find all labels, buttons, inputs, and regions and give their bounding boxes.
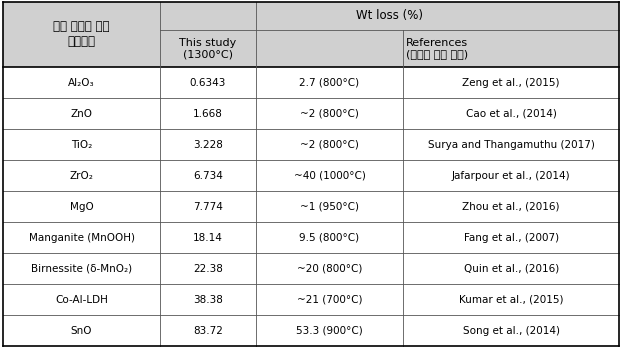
Text: Quin et al., (2016): Quin et al., (2016) [463,264,559,274]
Bar [256,30,619,67]
Text: ~40 (1000°C): ~40 (1000°C) [294,171,365,181]
Text: Birnessite (δ-MnO₂): Birnessite (δ-MnO₂) [31,264,132,274]
Text: MgO: MgO [70,202,93,212]
Text: 3.228: 3.228 [193,140,223,150]
Text: Al₂O₃: Al₂O₃ [68,78,95,88]
Text: ~2 (800°C): ~2 (800°C) [300,109,359,119]
Text: 9.5 (800°C): 9.5 (800°C) [299,233,360,243]
Bar [160,2,619,30]
Text: 38.38: 38.38 [193,295,223,305]
Text: Jafarpour et al., (2014): Jafarpour et al., (2014) [452,171,570,181]
Text: References
(다양한 온도 조건): References (다양한 온도 조건) [406,38,468,60]
Text: ~20 (800°C): ~20 (800°C) [297,264,362,274]
Text: Song et al., (2014): Song et al., (2014) [463,326,560,336]
Text: TiO₂: TiO₂ [71,140,92,150]
Text: Co-Al-LDH: Co-Al-LDH [55,295,108,305]
Text: 혼합 세라믹 소재
후보물질: 혼합 세라믹 소재 후보물질 [53,21,110,48]
Text: ZnO: ZnO [71,109,93,119]
Text: 22.38: 22.38 [193,264,223,274]
Text: Surya and Thangamuthu (2017): Surya and Thangamuthu (2017) [428,140,595,150]
Text: 1.668: 1.668 [193,109,223,119]
Text: Zhou et al., (2016): Zhou et al., (2016) [462,202,560,212]
Text: SnO: SnO [71,326,93,336]
Text: ~21 (700°C): ~21 (700°C) [297,295,362,305]
Text: Cao et al., (2014): Cao et al., (2014) [466,109,557,119]
Text: Zeng et al., (2015): Zeng et al., (2015) [462,78,560,88]
Text: 2.7 (800°C): 2.7 (800°C) [299,78,360,88]
Text: Kumar et al., (2015): Kumar et al., (2015) [459,295,564,305]
Text: ~2 (800°C): ~2 (800°C) [300,140,359,150]
Text: 83.72: 83.72 [193,326,223,336]
Text: Wt loss (%): Wt loss (%) [356,9,423,22]
Text: 0.6343: 0.6343 [190,78,226,88]
Text: This study
(1300°C): This study (1300°C) [179,38,236,60]
Bar [160,30,256,67]
Text: Fang et al., (2007): Fang et al., (2007) [463,233,559,243]
Text: 6.734: 6.734 [193,171,223,181]
Text: ~1 (950°C): ~1 (950°C) [300,202,359,212]
Text: 18.14: 18.14 [193,233,223,243]
Text: 53.3 (900°C): 53.3 (900°C) [296,326,363,336]
Text: Manganite (MnOOH): Manganite (MnOOH) [29,233,134,243]
Text: ZrO₂: ZrO₂ [70,171,93,181]
Text: 7.774: 7.774 [193,202,223,212]
Bar [3,2,160,67]
